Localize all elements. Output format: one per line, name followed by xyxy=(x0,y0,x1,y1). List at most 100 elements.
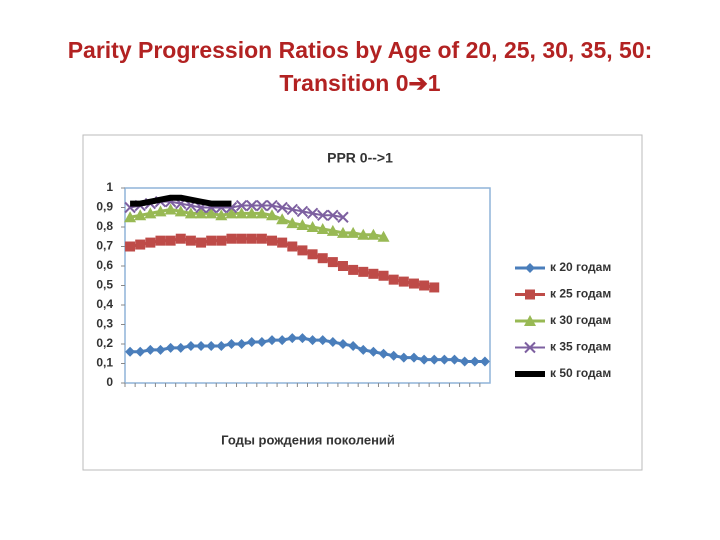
marker xyxy=(378,348,389,359)
chart-frame xyxy=(82,134,643,471)
marker xyxy=(429,282,440,293)
marker xyxy=(145,237,156,248)
marker xyxy=(525,289,535,300)
marker xyxy=(327,257,338,268)
marker xyxy=(245,207,258,219)
marker xyxy=(368,346,379,357)
marker xyxy=(185,340,196,351)
marker xyxy=(276,213,289,225)
marker xyxy=(266,199,278,212)
marker xyxy=(327,337,338,348)
marker xyxy=(357,228,370,240)
marker xyxy=(155,235,166,246)
legend-label: к 50 годам xyxy=(550,366,611,380)
marker xyxy=(215,209,228,221)
x-axis-label: Годы рождения поколений xyxy=(221,432,395,447)
marker xyxy=(267,235,278,246)
marker xyxy=(368,268,379,279)
marker xyxy=(154,205,167,217)
marker xyxy=(316,222,329,234)
marker xyxy=(226,233,237,244)
y-tick-label: 0 xyxy=(106,375,113,389)
marker xyxy=(277,335,288,346)
marker xyxy=(135,346,146,357)
marker xyxy=(256,337,267,348)
marker xyxy=(337,261,348,271)
marker xyxy=(388,350,399,361)
y-tick-label: 0,5 xyxy=(96,278,113,292)
marker xyxy=(267,335,278,346)
marker xyxy=(185,235,196,246)
marker xyxy=(235,207,248,219)
marker xyxy=(246,337,257,348)
marker xyxy=(236,233,247,244)
y-tick-label: 0,3 xyxy=(96,317,113,331)
slide-title: Parity Progression Ratios by Age of 20, … xyxy=(67,37,653,96)
marker xyxy=(439,354,450,365)
marker xyxy=(358,266,369,277)
marker xyxy=(306,207,319,220)
marker xyxy=(145,344,156,355)
marker xyxy=(226,339,237,349)
marker xyxy=(206,340,217,351)
marker xyxy=(134,209,147,221)
marker xyxy=(276,201,288,214)
y-tick-label: 0,2 xyxy=(96,336,113,350)
marker xyxy=(225,207,238,219)
marker xyxy=(307,249,318,260)
marker xyxy=(469,356,480,367)
y-tick-label: 1 xyxy=(106,180,113,194)
marker xyxy=(297,245,308,256)
marker xyxy=(184,207,197,219)
marker xyxy=(524,341,536,354)
marker xyxy=(378,270,389,281)
marker xyxy=(347,226,360,238)
marker xyxy=(367,228,380,240)
marker xyxy=(419,280,430,291)
marker xyxy=(216,235,227,246)
legend-label: к 20 годам xyxy=(550,260,611,274)
marker xyxy=(408,352,419,363)
marker xyxy=(326,224,339,236)
marker xyxy=(524,315,536,326)
marker xyxy=(236,339,247,349)
legend-label: к 35 годам xyxy=(550,340,611,354)
marker xyxy=(419,354,430,365)
marker xyxy=(206,235,217,246)
marker xyxy=(377,230,390,242)
y-tick-label: 0,7 xyxy=(96,239,113,253)
marker xyxy=(327,209,339,222)
marker xyxy=(286,203,298,216)
marker xyxy=(124,211,137,223)
marker xyxy=(256,233,267,244)
marker xyxy=(398,276,409,287)
marker xyxy=(196,340,207,351)
series-line xyxy=(130,194,232,207)
marker xyxy=(408,278,419,289)
marker xyxy=(348,340,359,351)
marker xyxy=(337,211,349,223)
marker xyxy=(135,239,146,250)
marker xyxy=(144,207,157,219)
marker xyxy=(317,209,329,222)
y-tick-label: 0,9 xyxy=(96,200,113,214)
chart-title: PPR 0-->1 xyxy=(327,150,393,166)
marker xyxy=(286,217,299,229)
legend-label: к 25 годам xyxy=(550,287,611,301)
marker xyxy=(246,233,257,244)
marker xyxy=(205,207,218,219)
marker xyxy=(125,241,136,252)
marker xyxy=(297,333,308,344)
marker xyxy=(196,237,207,248)
legend-label: к 30 годам xyxy=(550,313,611,327)
marker xyxy=(388,274,399,285)
marker xyxy=(449,354,460,365)
marker xyxy=(125,346,136,357)
marker xyxy=(348,264,359,275)
y-tick-label: 0,8 xyxy=(96,219,113,233)
y-tick-label: 0,4 xyxy=(96,297,113,311)
marker xyxy=(307,335,318,346)
marker xyxy=(525,263,535,273)
marker xyxy=(174,205,187,217)
y-tick-label: 0,1 xyxy=(96,356,113,370)
